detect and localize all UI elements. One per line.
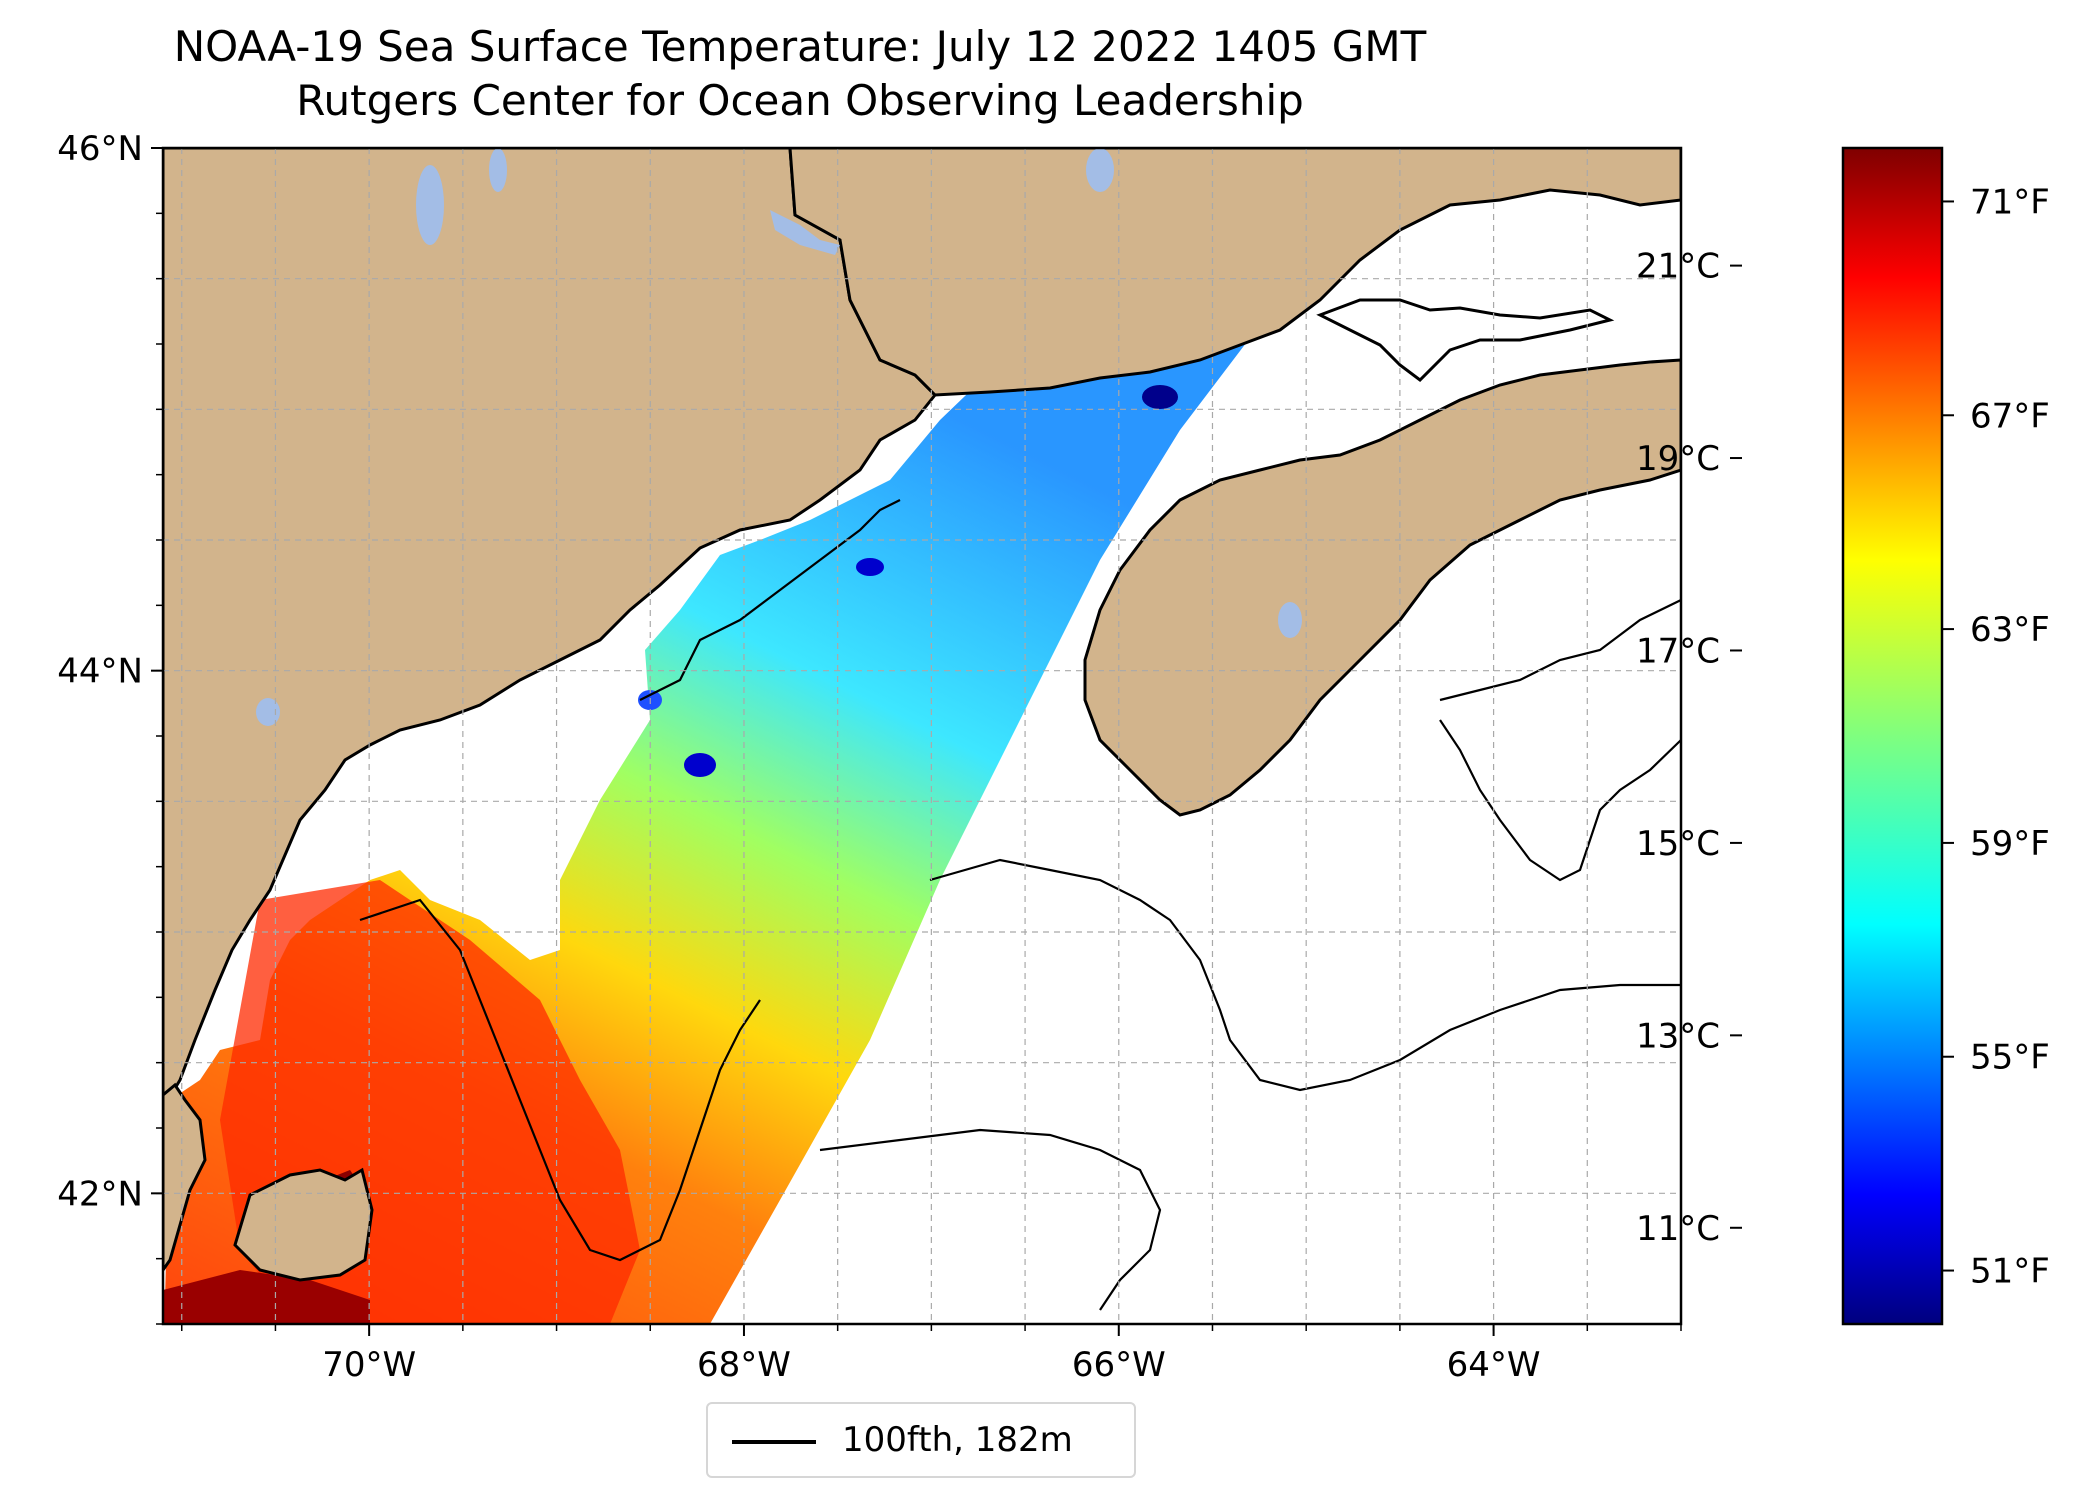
lat-tick-label: 46°N [57, 129, 143, 169]
colorbar-c-label: 21°C [1636, 247, 1720, 287]
land-pei [1316, 298, 1615, 382]
map-title: NOAA-19 Sea Surface Temperature: July 12… [173, 22, 1427, 71]
colorbar-f-label: 51°F [1970, 1252, 2050, 1292]
sst-cold-spot [856, 558, 884, 576]
lon-tick-label: 68°W [697, 1345, 791, 1385]
land-massachusetts [163, 1082, 207, 1273]
map-axis-ticks: 70°W 68°W 66°W 64°W 46°N 44°N 42°N [57, 129, 1682, 1385]
legend-label: 100fth, 182m [842, 1420, 1073, 1460]
land-new-brunswick [788, 148, 1681, 397]
colorbar-frame [1841, 146, 1944, 1326]
lon-tick-label: 66°W [1072, 1345, 1166, 1385]
lake [256, 698, 280, 726]
colorbar-f-label: 63°F [1970, 610, 2050, 650]
lake [489, 148, 507, 192]
colorbar-f-label: 59°F [1970, 824, 2050, 864]
lon-tick-label: 70°W [322, 1345, 416, 1385]
colorbar: 71°F 67°F 63°F 59°F 55°F 51°F 21°C 19°C 17°C 15°C… [1636, 146, 2050, 1326]
colorbar-f-label: 71°F [1970, 182, 2050, 222]
colorbar-c-label: 19°C [1636, 439, 1720, 479]
colorbar-c-label: 15°C [1636, 824, 1720, 864]
land-nova-scotia [1083, 358, 1681, 817]
colorbar-c-label: 17°C [1636, 631, 1720, 671]
land-cape-cod [233, 1167, 374, 1282]
colorbar-c-label: 13°C [1636, 1016, 1720, 1056]
lat-tick-label: 42°N [57, 1174, 143, 1214]
map-gridlines [163, 148, 1681, 1324]
lake [416, 165, 444, 245]
sst-cold-spot [1142, 385, 1178, 409]
sst-hot-patch-south [163, 1270, 370, 1324]
map-plot-area: 70°W 68°W 66°W 64°W 46°N 44°N 42°N [57, 129, 1683, 1385]
colorbar-gradient [1843, 148, 1942, 1324]
colorbar-f-label: 67°F [1970, 396, 2050, 436]
lake [770, 210, 840, 255]
colorbar-ticks: 71°F 67°F 63°F 59°F 55°F 51°F 21°C 19°C 17°C 15°C… [1636, 182, 2050, 1291]
colorbar-c-label: 11°C [1636, 1209, 1720, 1249]
lon-tick-label: 64°W [1447, 1345, 1541, 1385]
lat-tick-label: 44°N [57, 652, 143, 692]
sst-cold-spot [684, 753, 716, 777]
lake [1278, 602, 1302, 638]
legend-line-swatch [732, 1440, 816, 1444]
lake [1086, 148, 1114, 192]
isobath-100fth [359, 499, 1681, 1311]
legend: 100fth, 182m [706, 1402, 1136, 1478]
colorbar-f-label: 55°F [1970, 1038, 2050, 1078]
map-subtitle: Rutgers Center for Ocean Observing Leade… [296, 76, 1304, 125]
